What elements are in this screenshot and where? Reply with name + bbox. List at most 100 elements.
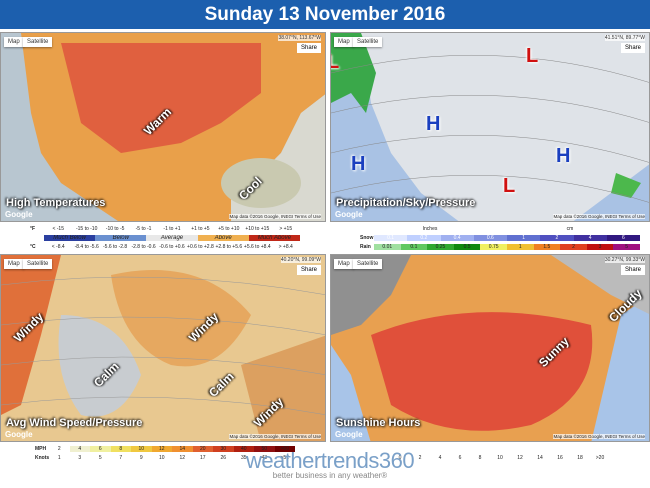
legend-entry: 20 (192, 445, 213, 452)
title: Sunday 13 November 2016 (0, 0, 650, 29)
google-logo: Google (5, 210, 33, 219)
legend-entry: 4 (69, 445, 90, 452)
map-button[interactable]: Map (4, 259, 24, 269)
terms-link[interactable]: Terms of Use (618, 214, 645, 219)
legend-entry: 12 (179, 454, 186, 461)
legend-entry: 2 (418, 454, 422, 461)
legend-entry: 1.5 (533, 243, 561, 250)
legend-entry: -10 to -5 (105, 225, 125, 232)
low-pressure: L (526, 45, 539, 67)
legend-entry: 0.01 (374, 243, 401, 250)
satellite-button[interactable]: Satellite (353, 259, 383, 269)
legend-entry: 17 (199, 454, 206, 461)
legend-entry: >60 (274, 445, 295, 452)
legend-entry: 0.75 (480, 243, 507, 250)
low-pressure: L (503, 175, 516, 197)
legend-entry: +0.6 to +2.8 (187, 243, 214, 250)
share-button[interactable]: Share (296, 43, 321, 53)
legend-row: °C < -8.4 -8.4 to -5.6 -5.6 to -2.8 -2.8 to … (30, 242, 300, 251)
coords: 30.27°N, 99.33°W (604, 257, 645, 263)
legend-entry: 14 (537, 454, 543, 461)
legend-entry: -5 to -1 (135, 225, 152, 232)
legend-row: 0 2 4 6 8 10 12 14 16 18 >20 (390, 453, 610, 462)
attribution: Map data ©2016 Google, INEGI Terms of Us… (553, 434, 645, 439)
legend-entry: 1 (57, 454, 61, 461)
coords: 40.20°N, 99.09°W (280, 257, 321, 263)
map-bg (1, 33, 325, 221)
attribution-text: Map data ©2016 Google, INEGI (229, 214, 294, 219)
satellite-button[interactable]: Satellite (23, 37, 53, 47)
legend-entry: +2.8 to +5.6 (215, 243, 243, 250)
map-panel: Map Satellite 30.27°N, 99.33°W Share Clo… (330, 254, 650, 442)
google-logo: Google (335, 210, 363, 219)
map-panel: Map Satellite 40.20°N, 99.09°W Share Win… (0, 254, 326, 442)
map-bg (1, 255, 325, 441)
legend-entry: +5.6 to +8.4 (243, 243, 271, 250)
legend-entry: 0.1 (374, 234, 408, 241)
attribution: Map data ©2016 Google, INEGI Terms of Us… (229, 434, 321, 439)
legend-entry: +10 to +15 (245, 225, 270, 232)
terms-link[interactable]: Terms of Use (294, 214, 321, 219)
attribution-text: Map data ©2016 Google, INEGI (553, 434, 618, 439)
legend-entry: -5.6 to -2.8 (103, 243, 128, 250)
legend-entry: > +8.4 (278, 243, 293, 250)
share-button[interactable]: Share (296, 265, 321, 275)
terms-link[interactable]: Terms of Use (618, 434, 645, 439)
low-pressure: L (331, 51, 339, 74)
logo-tagline: better business in any weather® (272, 471, 388, 480)
legend-row: Snow 0.1 0.2 0.4 0.6 1 2 4 6 (360, 233, 640, 242)
logo: weathertrends360 better business in any … (230, 448, 430, 480)
sunshine-legend: 0 2 4 6 8 10 12 14 16 18 >20 (390, 444, 610, 462)
temperature-legend: °F < -15 -15 to -10 -10 to -5 -5 to -1 -1 to … (30, 224, 301, 251)
precipitation-legend: Inches cm Snow 0.1 0.2 0.4 0.6 1 2 4 6 Rain 0.01 0.1 0… (360, 224, 640, 251)
legend-entry: < -15 (52, 225, 64, 232)
coords: 38.07°N, 113.67°W (278, 35, 321, 41)
high-pressure: H (351, 153, 366, 175)
attribution: Map data ©2016 Google, INEGI Terms of Us… (553, 214, 645, 219)
legend-entry: 3 (78, 454, 82, 461)
legend-entry: 12 (517, 454, 523, 461)
legend-entry: 35 (240, 454, 247, 461)
legend-entry: > +15 (279, 225, 293, 232)
satellite-button[interactable]: Satellite (23, 259, 53, 269)
legend-entry: -1 to +1 (163, 225, 181, 232)
legend-entry: 43 (261, 454, 268, 461)
map-bg (331, 33, 649, 221)
legend-entry: 3 (586, 243, 614, 250)
legend-entry: 0.6 (473, 234, 507, 241)
coords: 41.51°N, 89.77°W (604, 35, 645, 41)
legend-entry: 10 (497, 454, 503, 461)
legend-entry: 10 (131, 445, 152, 452)
legend-entry: 1 (507, 234, 541, 241)
legend-entry: 18 (577, 454, 583, 461)
legend-word: Much Below (44, 234, 96, 241)
legend-row-label: Rain (360, 243, 371, 250)
map-bg (331, 255, 649, 441)
legend-entry: 2 (560, 243, 587, 250)
share-button[interactable]: Share (620, 43, 645, 53)
legend-entry: < -8.4 (51, 243, 65, 250)
legend-row: Knots 1 3 5 7 9 10 12 17 26 35 43 >52 (35, 453, 295, 462)
share-button[interactable]: Share (620, 265, 645, 275)
legend-entry: 16 (557, 454, 563, 461)
map-button[interactable]: Map (4, 37, 24, 47)
legend-entry: 5 (98, 454, 102, 461)
legend-entry: -0.6 to +0.6 (159, 243, 185, 250)
legend-entry: 8 (478, 454, 482, 461)
legend-row: °F < -15 -15 to -10 -10 to -5 -5 to -1 -1 to … (30, 224, 300, 233)
satellite-button[interactable]: Satellite (353, 37, 383, 47)
legend-row-label: Knots (35, 454, 50, 461)
map-button[interactable]: Map (334, 37, 354, 47)
legend-words-row: Much Below Below Average Above Much Above (30, 233, 301, 242)
legend-entry: -15 to -10 (75, 225, 98, 232)
legend-entry: 4 (438, 454, 442, 461)
map-button[interactable]: Map (334, 259, 354, 269)
terms-link[interactable]: Terms of Use (294, 434, 321, 439)
legend-entry: 6 (90, 445, 111, 452)
legend-word: Above (197, 234, 249, 241)
legend-entry: +1 to +5 (191, 225, 210, 232)
legend-entry: 0.5 (453, 243, 481, 250)
map-panel: Map Satellite 41.51°N, 89.77°W Share H H… (330, 32, 650, 222)
legend-entry: >20 (595, 454, 605, 461)
legend-word: Much Above (248, 234, 301, 241)
